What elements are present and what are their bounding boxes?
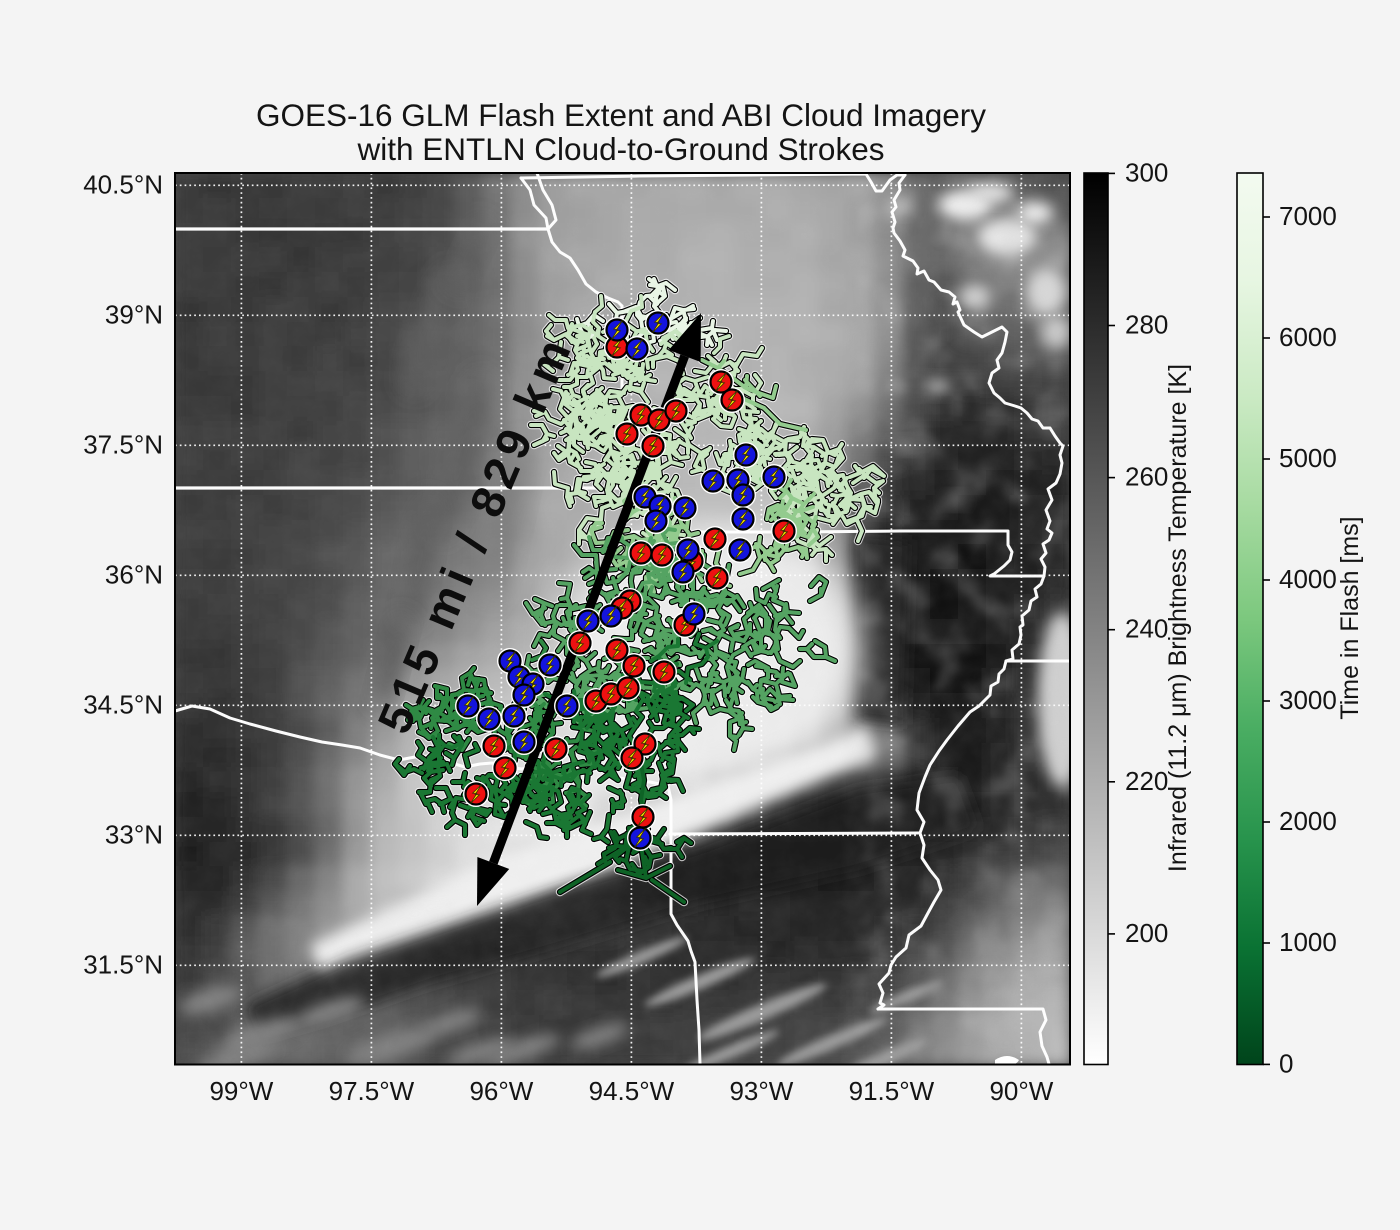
svg-text:93°W: 93°W	[729, 1076, 793, 1106]
svg-text:33°N: 33°N	[105, 819, 163, 849]
svg-text:39°N: 39°N	[105, 299, 163, 329]
svg-text:90°W: 90°W	[989, 1076, 1053, 1106]
svg-text:3000: 3000	[1279, 685, 1337, 715]
svg-text:91.5°W: 91.5°W	[849, 1076, 935, 1106]
svg-text:0: 0	[1279, 1048, 1293, 1078]
svg-text:1000: 1000	[1279, 927, 1337, 957]
svg-text:5000: 5000	[1279, 443, 1337, 473]
svg-text:31.5°N: 31.5°N	[83, 949, 163, 979]
svg-text:94.5°W: 94.5°W	[589, 1076, 675, 1106]
svg-text:34.5°N: 34.5°N	[83, 689, 163, 719]
svg-text:4000: 4000	[1279, 564, 1337, 594]
svg-text:6000: 6000	[1279, 322, 1337, 352]
svg-text:36°N: 36°N	[105, 559, 163, 589]
svg-text:260: 260	[1125, 462, 1168, 492]
svg-text:2000: 2000	[1279, 806, 1337, 836]
svg-text:240: 240	[1125, 614, 1168, 644]
svg-text:7000: 7000	[1279, 201, 1337, 231]
svg-text:40.5°N: 40.5°N	[83, 169, 163, 199]
svg-text:96°W: 96°W	[469, 1076, 533, 1106]
svg-text:GOES-16 GLM Flash Extent and A: GOES-16 GLM Flash Extent and ABI Cloud I…	[256, 97, 986, 133]
svg-text:220: 220	[1125, 766, 1168, 796]
svg-text:99°W: 99°W	[209, 1076, 273, 1106]
svg-text:97.5°W: 97.5°W	[329, 1076, 415, 1106]
svg-text:200: 200	[1125, 918, 1168, 948]
svg-text:300: 300	[1125, 157, 1168, 187]
svg-text:Infrared (11.2 μm) Brightness: Infrared (11.2 μm) Brightness Temperatur…	[1164, 364, 1192, 872]
svg-text:37.5°N: 37.5°N	[83, 429, 163, 459]
svg-text:Time in Flash [ms]: Time in Flash [ms]	[1336, 516, 1364, 719]
svg-text:with ENTLN Cloud-to-Ground Str: with ENTLN Cloud-to-Ground Strokes	[357, 131, 885, 167]
svg-text:280: 280	[1125, 310, 1168, 340]
